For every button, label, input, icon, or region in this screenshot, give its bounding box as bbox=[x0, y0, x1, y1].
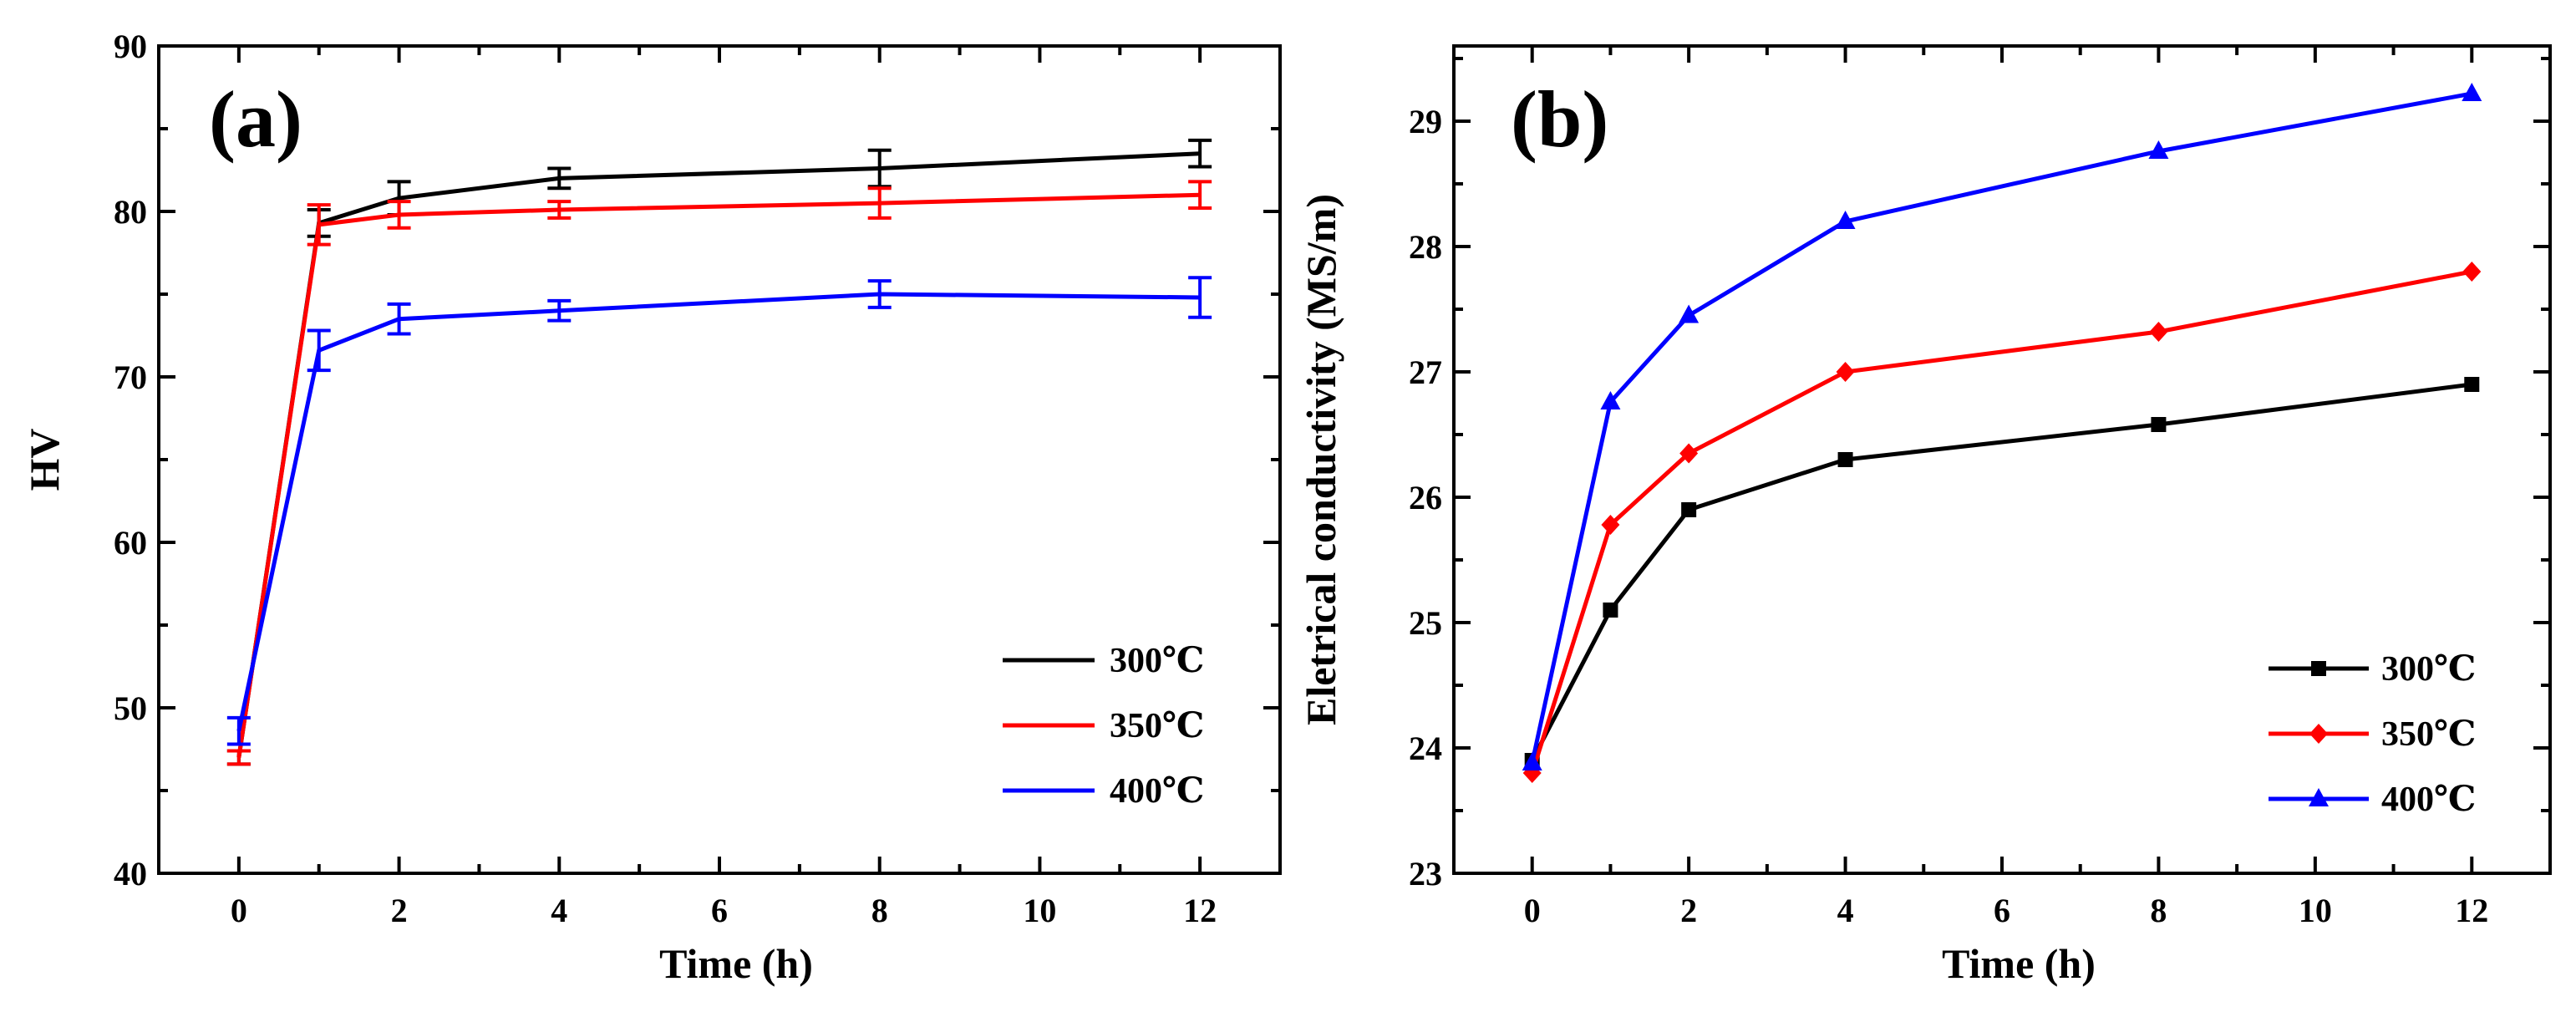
y-axis-title: HV bbox=[21, 429, 68, 491]
data-point bbox=[1835, 211, 1856, 229]
series-2 bbox=[226, 276, 1212, 746]
x-axis-title: Time (h) bbox=[1942, 940, 2096, 987]
data-point bbox=[2464, 377, 2480, 392]
x-tick-label: 10 bbox=[1023, 892, 1056, 929]
data-point bbox=[1603, 603, 1618, 618]
legend-marker bbox=[2309, 788, 2329, 806]
x-tick-label: 4 bbox=[1837, 892, 1854, 929]
legend-marker bbox=[2311, 661, 2326, 676]
legend-label: 350℃ bbox=[1110, 707, 1204, 745]
x-tick-label: 2 bbox=[1680, 892, 1697, 929]
data-point bbox=[1679, 304, 1700, 323]
x-tick-label: 8 bbox=[871, 892, 888, 929]
panel-label: (a) bbox=[209, 74, 302, 164]
series-line bbox=[1530, 269, 2472, 774]
y-tick-label: 28 bbox=[1409, 228, 1442, 266]
legend-label: 400℃ bbox=[2381, 781, 2476, 819]
series-line bbox=[236, 151, 1201, 758]
data-point bbox=[1836, 362, 1855, 382]
series-0 bbox=[1524, 377, 2480, 768]
y-tick-label: 25 bbox=[1409, 604, 1442, 642]
y-axis-title: Eletrical conductivity (MS/m) bbox=[1298, 194, 1344, 725]
series-line bbox=[236, 292, 1201, 732]
series-1 bbox=[226, 180, 1212, 766]
data-point bbox=[2462, 262, 2482, 282]
data-point bbox=[1679, 443, 1699, 464]
legend-label: 300℃ bbox=[1110, 642, 1204, 680]
y-tick-label: 29 bbox=[1409, 103, 1442, 140]
data-point bbox=[2462, 83, 2482, 101]
y-tick-label: 24 bbox=[1409, 730, 1442, 767]
plot-frame bbox=[157, 44, 1282, 875]
legend-label: 350℃ bbox=[2381, 715, 2476, 754]
series-0 bbox=[226, 138, 1212, 766]
x-tick-label: 6 bbox=[711, 892, 728, 929]
y-tick-label: 80 bbox=[114, 193, 147, 231]
data-point bbox=[2148, 140, 2169, 159]
y-tick-label: 40 bbox=[114, 855, 147, 892]
data-point bbox=[2151, 417, 2167, 432]
data-point bbox=[1601, 515, 1620, 535]
x-tick-label: 8 bbox=[2150, 892, 2167, 929]
legend-label: 300℃ bbox=[2381, 650, 2476, 689]
y-tick-label: 70 bbox=[114, 359, 147, 396]
x-tick-label: 10 bbox=[2299, 892, 2332, 929]
y-tick-label: 26 bbox=[1409, 479, 1442, 516]
x-tick-label: 6 bbox=[1994, 892, 2010, 929]
y-tick-label: 60 bbox=[114, 524, 147, 562]
legend-marker bbox=[2309, 724, 2328, 744]
data-point bbox=[1681, 502, 1697, 517]
panel-label: (b) bbox=[1511, 74, 1608, 164]
series-1 bbox=[1522, 262, 2482, 783]
data-point bbox=[1522, 752, 1542, 770]
series-line bbox=[1530, 382, 2472, 762]
y-tick-label: 50 bbox=[114, 689, 147, 727]
x-tick-label: 2 bbox=[391, 892, 408, 929]
panel-a: 0 2 4 6 8 10 12 40 50 60 70 80 90 Time (h) HV (a) 300℃ 35… bbox=[21, 28, 1282, 987]
x-axis-title: Time (h) bbox=[659, 940, 813, 987]
y-tick-label: 23 bbox=[1409, 855, 1442, 892]
y-tick-label: 27 bbox=[1409, 353, 1442, 391]
x-tick-label: 12 bbox=[2455, 892, 2488, 929]
series-2 bbox=[1522, 83, 2482, 770]
series-line bbox=[236, 192, 1201, 758]
x-tick-label: 0 bbox=[1524, 892, 1541, 929]
x-tick-label: 4 bbox=[551, 892, 567, 929]
data-point bbox=[1837, 452, 1853, 467]
x-tick-label: 0 bbox=[231, 892, 247, 929]
data-point bbox=[1600, 391, 1621, 409]
series-line bbox=[1530, 91, 2472, 764]
x-tick-label: 12 bbox=[1183, 892, 1217, 929]
legend-label: 400℃ bbox=[1110, 772, 1204, 811]
y-tick-label: 90 bbox=[114, 28, 147, 65]
data-point bbox=[2149, 322, 2168, 342]
